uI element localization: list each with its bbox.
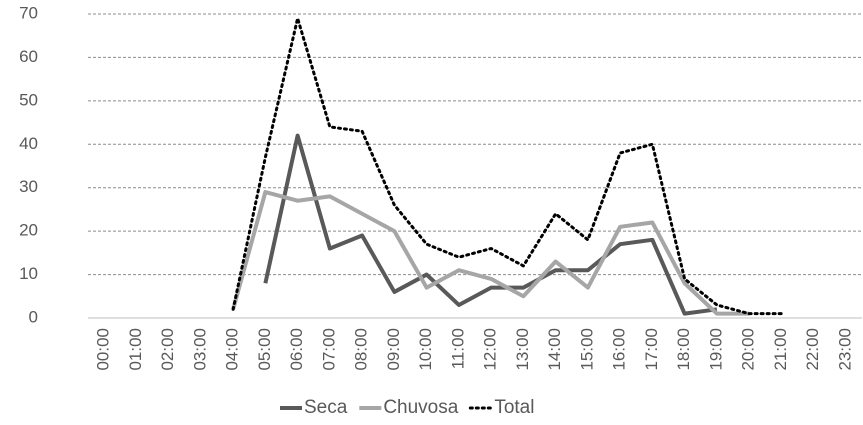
y-tick-label: 50 xyxy=(19,90,38,109)
legend-label: Chuvosa xyxy=(383,397,458,418)
x-tick-label: 17:00 xyxy=(642,328,661,371)
x-tick-label: 08:00 xyxy=(352,328,371,371)
x-tick-label: 21:00 xyxy=(771,328,790,371)
legend-label: Total xyxy=(494,397,534,418)
x-tick-label: 15:00 xyxy=(577,328,596,371)
x-tick-label: 01:00 xyxy=(126,328,145,371)
x-tick-label: 05:00 xyxy=(255,328,274,371)
x-tick-label: 23:00 xyxy=(835,328,854,371)
x-tick-label: 11:00 xyxy=(448,328,467,369)
x-tick-label: 00:00 xyxy=(94,328,113,371)
x-tick-label: 07:00 xyxy=(319,328,338,371)
y-tick-label: 10 xyxy=(19,264,38,283)
x-tick-label: 06:00 xyxy=(287,328,306,371)
x-tick-label: 10:00 xyxy=(416,328,435,371)
y-tick-label: 60 xyxy=(19,47,38,66)
x-tick-label: 19:00 xyxy=(706,328,725,371)
y-tick-label: 70 xyxy=(19,3,38,22)
series-line xyxy=(263,133,718,316)
x-tick-label: 03:00 xyxy=(190,328,209,371)
y-tick-label: 30 xyxy=(19,177,38,196)
series-line xyxy=(231,16,783,316)
y-tick-label: 20 xyxy=(19,221,38,240)
x-tick-label: 22:00 xyxy=(803,328,822,371)
x-tick-label: 09:00 xyxy=(384,328,403,371)
x-tick-label: 14:00 xyxy=(545,328,564,371)
y-tick-label: 40 xyxy=(19,134,38,153)
x-tick-label: 13:00 xyxy=(513,328,532,371)
x-tick-label: 16:00 xyxy=(610,328,629,371)
x-tick-label: 04:00 xyxy=(223,328,242,371)
x-tick-label: 18:00 xyxy=(674,328,693,371)
x-tick-label: 20:00 xyxy=(739,328,758,371)
legend-label: Seca xyxy=(304,397,348,418)
y-tick-label: 0 xyxy=(29,307,38,326)
x-tick-label: 02:00 xyxy=(158,328,177,371)
x-tick-label: 12:00 xyxy=(481,328,500,371)
series-line xyxy=(231,190,750,316)
